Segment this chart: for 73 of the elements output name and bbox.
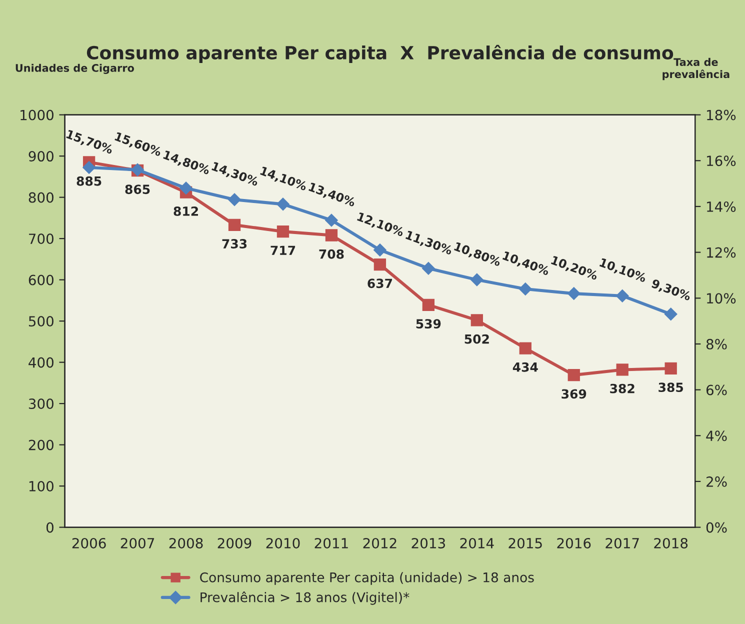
y-tick-label: 300 <box>28 398 54 410</box>
x-tick-label: 2011 <box>314 538 348 548</box>
point <box>470 314 483 326</box>
chart-title: Consumo aparente Per capita X Prevalência de consumo <box>86 44 674 64</box>
data-label: 369 <box>562 389 586 399</box>
point <box>228 218 241 232</box>
point <box>422 262 435 275</box>
point <box>325 229 338 242</box>
y-tick-label: 900 <box>28 151 54 162</box>
y2-tick-label: 10% <box>707 293 736 304</box>
y2-tick-label: 0% <box>706 522 727 533</box>
x-tick-label: 2017 <box>606 538 639 548</box>
point <box>470 273 484 286</box>
data-label: 385 <box>658 382 684 392</box>
data-label: 717 <box>270 246 296 255</box>
point <box>664 362 677 375</box>
x-tick-label: 2008 <box>169 538 203 548</box>
y2-tick-label: 14% <box>707 201 736 212</box>
y-tick-label: 700 <box>29 234 54 244</box>
point <box>567 287 580 300</box>
y-tick-label: 800 <box>28 192 54 203</box>
y2-tick-label: 4% <box>706 430 727 442</box>
y2-tick-label: 6% <box>706 384 727 396</box>
y-tick-label: 1000 <box>20 110 54 120</box>
y2-tick-label: 16% <box>707 156 736 166</box>
y-tick-label: 0 <box>46 522 54 533</box>
y-tick-label: 400 <box>28 357 54 368</box>
point <box>180 182 192 195</box>
point <box>276 225 290 238</box>
y-tick-label: 100 <box>29 481 54 492</box>
data-label: 539 <box>416 319 441 329</box>
x-tick-label: 2015 <box>508 538 542 548</box>
legend-label: Consumo aparente Per capita (unidade) > 18 anos <box>200 572 534 585</box>
y2-tick-label: 12% <box>707 247 736 258</box>
data-label: 812 <box>174 206 198 216</box>
x-tick-label: 2016 <box>557 538 591 548</box>
y2-tick-label: 18% <box>707 110 736 120</box>
point <box>616 289 629 302</box>
point <box>519 342 532 354</box>
point <box>616 364 628 376</box>
x-tick-label: 2013 <box>412 538 445 548</box>
point <box>664 308 678 321</box>
point <box>422 298 435 312</box>
y2-tick-label: 8% <box>706 338 727 350</box>
x-tick-label: 2014 <box>460 538 494 548</box>
data-label: 637 <box>368 278 392 288</box>
x-tick-label: 2009 <box>218 538 252 548</box>
point <box>374 258 386 271</box>
point <box>325 214 338 227</box>
data-label: 885 <box>76 176 102 186</box>
point <box>518 282 532 296</box>
x-tick-label: 2012 <box>363 538 396 548</box>
y2-tick-label: 2% <box>706 476 727 487</box>
x-tick-label: 2010 <box>266 538 300 548</box>
x-tick-label: 2007 <box>120 538 154 548</box>
x-tick-label: 2018 <box>654 538 688 548</box>
data-label: 382 <box>610 384 634 394</box>
point <box>276 198 290 211</box>
data-label: 708 <box>319 249 344 259</box>
y-axis-title: Unidades de Cigarro <box>16 64 134 74</box>
point <box>568 369 580 382</box>
point <box>374 244 386 256</box>
legend-label: Prevalência > 18 anos (Vigitel)* <box>200 592 410 605</box>
data-label: 434 <box>512 362 538 372</box>
point <box>228 193 241 206</box>
data-label: 502 <box>464 334 489 344</box>
x-tick-label: 2006 <box>72 538 106 548</box>
y-tick-label: 500 <box>28 316 54 327</box>
y-tick-label: 600 <box>28 274 54 286</box>
y-tick-label: 200 <box>28 440 54 450</box>
point <box>82 161 96 174</box>
data-label: 733 <box>222 239 247 249</box>
data-label: 865 <box>125 184 150 194</box>
